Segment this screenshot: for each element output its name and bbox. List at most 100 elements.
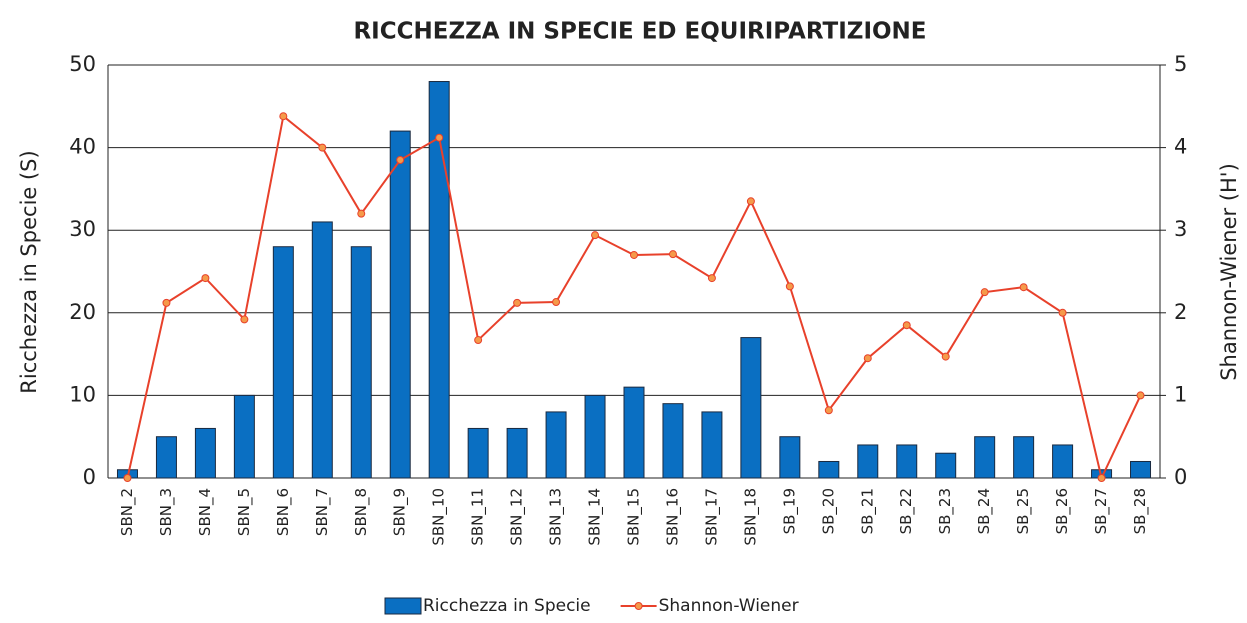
point — [1136, 391, 1145, 400]
legend-label: Ricchezza in Specie — [423, 596, 591, 616]
bar — [896, 444, 918, 479]
y2-tick-label: 0 — [1174, 465, 1187, 489]
bar — [935, 452, 957, 479]
x-tick-label: SBN_12 — [508, 488, 527, 546]
bar — [662, 403, 684, 479]
y2-tick-label: 1 — [1174, 382, 1187, 406]
point — [980, 288, 989, 297]
x-tick-label: SBN_6 — [274, 488, 293, 536]
y-tick-label: 40 — [69, 135, 96, 159]
x-tick-label: SBN_9 — [391, 488, 410, 536]
y2-tick-label: 2 — [1174, 300, 1187, 324]
x-tick-label: SBN_13 — [547, 488, 566, 546]
bar — [584, 394, 606, 479]
bar — [623, 386, 645, 479]
bar — [740, 337, 762, 479]
bar — [389, 130, 411, 479]
x-tick-label: SB_26 — [1053, 488, 1072, 534]
bar — [974, 436, 996, 479]
y-tick-label: 20 — [69, 300, 96, 324]
point — [746, 197, 755, 206]
bar — [233, 394, 255, 479]
y-tick-label: 50 — [69, 52, 96, 76]
point — [902, 321, 911, 330]
legend-swatch — [634, 602, 643, 610]
bar — [311, 221, 333, 479]
point — [201, 274, 210, 283]
bar — [506, 427, 528, 479]
bar — [818, 460, 840, 479]
x-tick-label: SB_20 — [819, 488, 838, 534]
y2-axis-label: Shannon-Wiener (H') — [1217, 163, 1241, 381]
y-tick-label: 10 — [69, 382, 96, 406]
legend-swatch — [384, 597, 422, 615]
x-tick-label: SBN_11 — [469, 488, 488, 546]
x-tick-label: SBN_3 — [157, 488, 176, 536]
x-tick-label: SB_28 — [1131, 488, 1150, 534]
x-tick-label: SBN_14 — [586, 488, 605, 546]
x-tick-label: SB_22 — [897, 488, 916, 534]
bar — [155, 436, 177, 479]
point — [513, 298, 522, 307]
x-tick-label: SBN_5 — [235, 488, 254, 536]
y-axis-label: Ricchezza in Specie (S) — [17, 150, 41, 393]
point — [435, 133, 444, 142]
point — [668, 250, 677, 259]
bar — [1013, 436, 1035, 479]
point — [552, 298, 561, 307]
point — [240, 315, 249, 324]
x-tick-label: SB_21 — [858, 488, 877, 534]
y2-tick-label: 4 — [1174, 135, 1187, 159]
x-tick-label: SB_27 — [1092, 488, 1111, 534]
point — [474, 336, 483, 345]
bar — [272, 246, 294, 479]
point — [941, 352, 950, 361]
bar — [1052, 444, 1074, 479]
x-tick-label: SB_25 — [1014, 488, 1033, 534]
bar — [1130, 460, 1152, 479]
point — [707, 274, 716, 283]
x-tick-label: SBN_2 — [118, 488, 137, 536]
point — [863, 354, 872, 363]
point — [162, 298, 171, 307]
bar — [857, 444, 879, 479]
x-tick-label: SB_19 — [780, 488, 799, 534]
x-tick-label: SBN_16 — [663, 488, 682, 546]
point — [396, 155, 405, 164]
x-tick-label: SBN_4 — [196, 488, 215, 536]
x-tick-label: SBN_10 — [430, 488, 449, 546]
chart-title: RICCHEZZA IN SPECIE ED EQUIRIPARTIZIONE — [353, 19, 926, 45]
point — [824, 406, 833, 415]
bar — [350, 246, 372, 479]
x-tick-label: SBN_7 — [313, 488, 332, 536]
point — [1097, 474, 1106, 482]
bar — [701, 411, 723, 479]
x-tick-label: SBN_15 — [625, 488, 644, 546]
legend-label: Shannon-Wiener — [659, 596, 799, 616]
point — [1058, 308, 1067, 317]
x-tick-label: SB_23 — [936, 488, 955, 534]
bar — [194, 427, 216, 479]
point — [318, 143, 327, 152]
bar — [467, 427, 489, 479]
bar — [428, 81, 450, 479]
x-tick-label: SB_24 — [975, 488, 994, 534]
bar — [779, 436, 801, 479]
point — [357, 209, 366, 218]
point — [630, 250, 638, 259]
point — [123, 474, 132, 482]
x-tick-label: SBN_18 — [741, 488, 760, 546]
point — [279, 112, 288, 121]
y-tick-label: 30 — [69, 217, 96, 241]
point — [785, 282, 794, 291]
point — [1019, 283, 1028, 292]
x-tick-label: SBN_17 — [702, 488, 721, 546]
x-tick-label: SBN_8 — [352, 488, 371, 536]
bar — [545, 411, 567, 479]
y2-tick-label: 5 — [1174, 52, 1187, 76]
y2-tick-label: 3 — [1174, 217, 1187, 241]
point — [591, 231, 600, 240]
y-tick-label: 0 — [83, 465, 96, 489]
